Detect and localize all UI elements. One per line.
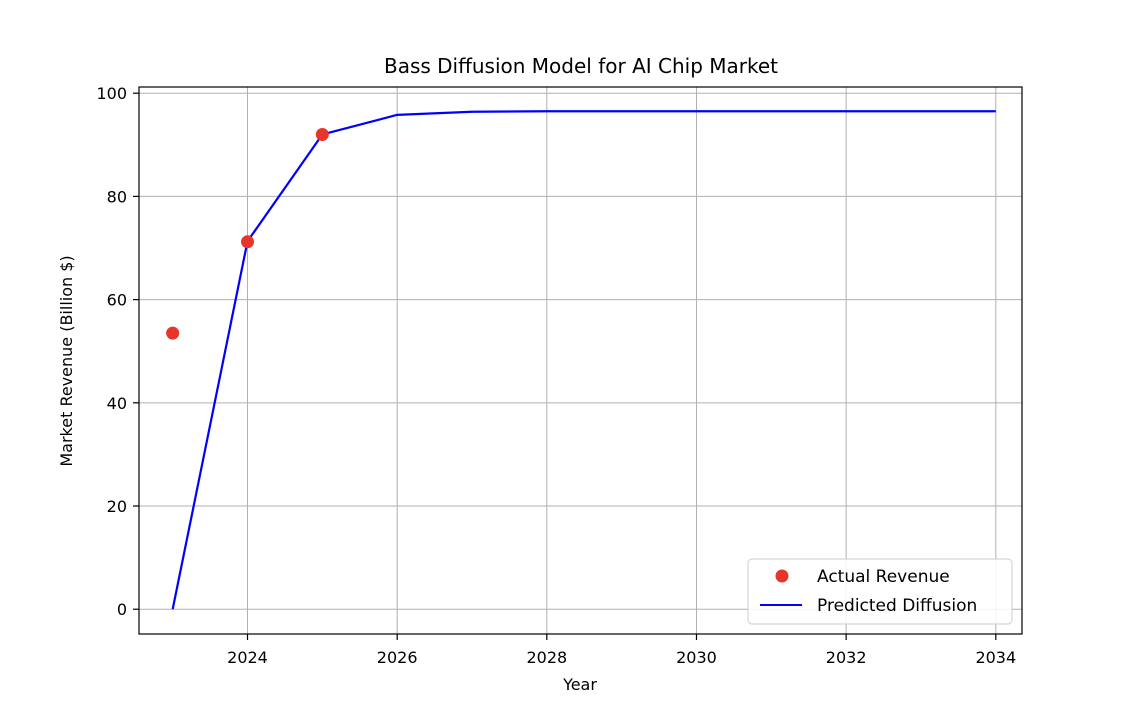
y-tick-label: 20: [107, 497, 127, 516]
legend-marker-actual-revenue: [775, 569, 789, 583]
y-tick-label: 100: [96, 84, 127, 103]
actual-revenue-point: [166, 326, 180, 340]
chart-title: Bass Diffusion Model for AI Chip Market: [384, 54, 778, 78]
legend-box: [747, 558, 1013, 625]
x-axis-label: Year: [562, 675, 597, 694]
x-tick-label: 2034: [975, 648, 1016, 667]
y-axis-label: Market Revenue (Billion $): [57, 255, 76, 466]
predicted-diffusion-line: [171, 110, 996, 610]
x-tick-label: 2032: [826, 648, 867, 667]
y-tick-label: 0: [117, 600, 127, 619]
plot-series: [166, 110, 996, 610]
legend-label-actual-revenue: Actual Revenue: [817, 567, 950, 587]
y-tick-label: 80: [107, 187, 127, 206]
axis-ticks: 2024 2026 2028 2030 2032 2034 0 20 40 60 80 100: [96, 84, 1016, 667]
plot-frame: [138, 86, 1023, 635]
x-tick-label: 2030: [676, 648, 717, 667]
y-tick-label: 40: [107, 394, 127, 413]
actual-revenue-point: [241, 235, 255, 249]
legend: Actual Revenue Predicted Diffusion: [747, 558, 1013, 625]
x-tick-label: 2028: [526, 648, 567, 667]
x-tick-label: 2026: [377, 648, 418, 667]
y-tick-label: 60: [107, 291, 127, 310]
actual-revenue-point: [315, 127, 329, 141]
legend-label-predicted-diffusion: Predicted Diffusion: [817, 596, 977, 616]
x-tick-label: 2024: [227, 648, 268, 667]
